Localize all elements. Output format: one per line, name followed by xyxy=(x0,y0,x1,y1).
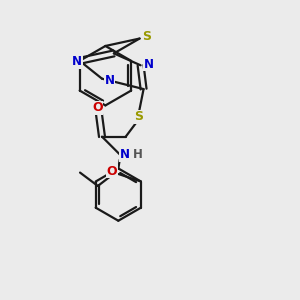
Text: S: S xyxy=(142,30,151,43)
Text: N: N xyxy=(144,58,154,70)
Text: N: N xyxy=(104,74,114,87)
Text: N: N xyxy=(120,148,130,161)
Text: O: O xyxy=(92,101,103,114)
Text: S: S xyxy=(135,110,144,123)
Text: N: N xyxy=(72,55,82,68)
Text: O: O xyxy=(107,165,117,178)
Text: H: H xyxy=(133,148,142,161)
